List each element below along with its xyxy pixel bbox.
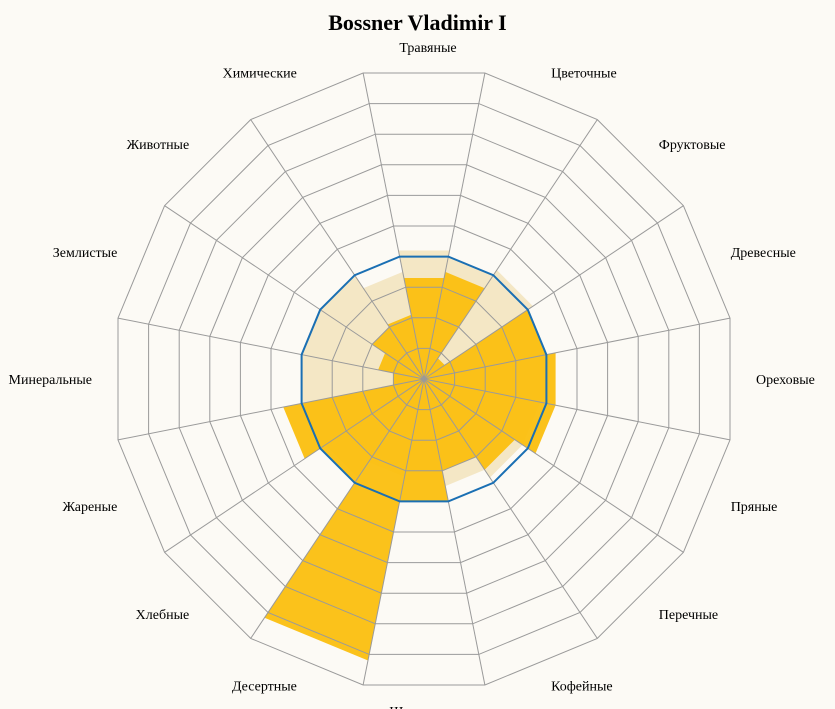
category-label-3: Древесные: [731, 246, 796, 261]
category-label-4: Ореховые: [756, 373, 815, 388]
grid-spoke-1: [423, 72, 486, 380]
category-label-1: Цветочные: [551, 66, 617, 81]
grid-spoke-5: [423, 378, 731, 441]
grid-spoke-6: [423, 378, 684, 553]
series-1-segment-13: [378, 353, 424, 379]
category-label-8: Шоколадные: [389, 705, 466, 709]
grid-spoke-14: [164, 205, 425, 380]
grid-spoke-8: [423, 378, 486, 686]
category-label-15: Химические: [223, 66, 297, 81]
series-1-segment-2: [424, 358, 445, 379]
series-1-segment-7: [424, 379, 476, 471]
grid-spoke-7: [423, 378, 598, 639]
grid-spoke-13: [117, 317, 425, 380]
series-2-line: [300, 255, 548, 503]
series-1-segment-4: [424, 352, 556, 406]
series-1-segment-3: [424, 309, 547, 379]
category-label-7: Кофейные: [551, 680, 613, 695]
grid-spoke-2: [423, 119, 598, 380]
category-label-10: Хлебные: [136, 608, 190, 623]
category-label-12: Минеральные: [9, 373, 92, 388]
grid-spoke-10: [250, 378, 425, 639]
grid-spoke-3: [423, 205, 684, 380]
series-1-segment-14: [372, 327, 424, 379]
series-1-segment-11: [283, 379, 424, 459]
category-label-0: Травяные: [399, 41, 456, 56]
series-1-segment-15: [387, 314, 424, 379]
grid-spoke-15: [250, 119, 425, 380]
category-label-11: Жареные: [63, 500, 118, 515]
series-1-segment-0: [403, 278, 445, 379]
grid-spoke-12: [117, 378, 425, 441]
series-1-segment-6: [424, 379, 515, 470]
grid-spoke-0: [362, 72, 425, 380]
category-label-9: Десертные: [232, 680, 297, 695]
chart-title: Bossner Vladimir I: [328, 10, 507, 35]
category-label-13: Землистые: [53, 246, 118, 261]
series-1-segment-9: [264, 379, 424, 661]
category-label-6: Перечные: [659, 608, 718, 623]
grid-spoke-9: [362, 378, 425, 686]
grid-spoke-4: [423, 317, 731, 380]
series-0-segment-2: [424, 270, 533, 379]
category-label-14: Животные: [127, 138, 190, 153]
series-1-segment-10: [320, 379, 424, 483]
category-label-5: Пряные: [731, 500, 778, 515]
series-1-segment-5: [424, 379, 556, 454]
series-1-segment-12: [393, 372, 424, 386]
grid-spoke-11: [164, 378, 425, 553]
category-label-2: Фруктовые: [659, 138, 726, 153]
